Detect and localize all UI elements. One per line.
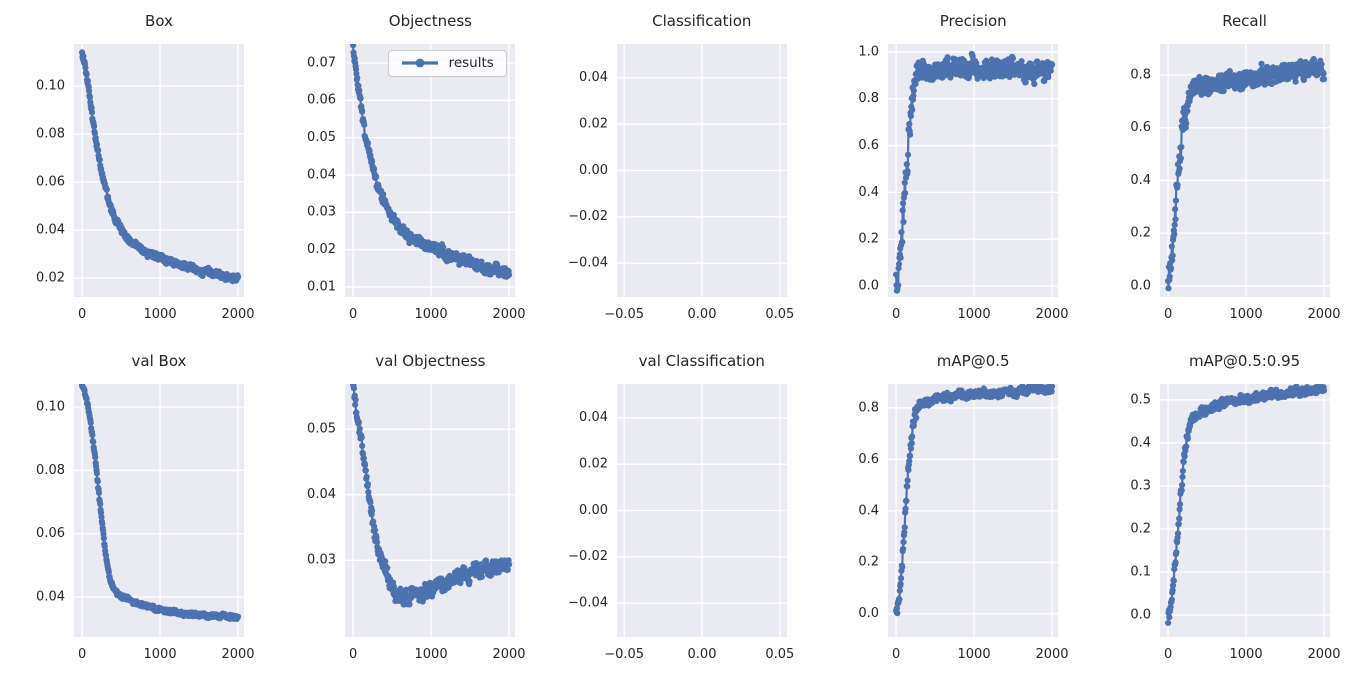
legend: results [387, 50, 507, 77]
subplot-recall: Recall [1085, 0, 1357, 340]
map50-chart-canvas [814, 339, 1086, 679]
subplot-classification: Classification [542, 0, 815, 340]
map50-95-chart-canvas [1085, 339, 1357, 679]
classification-loss-chart-canvas [542, 0, 815, 339]
box-loss-chart-canvas [0, 0, 272, 339]
precision-chart-canvas [814, 0, 1086, 339]
legend-label: results [448, 55, 494, 71]
val-objectness-loss-chart-canvas [271, 339, 543, 679]
subplot-val-box: val Box [0, 339, 272, 679]
subplot-box: Box [0, 0, 272, 340]
subplot-map50-95: mAP@0.5:0.95 [1085, 339, 1357, 679]
subplot-val-classification: val Classification [542, 339, 815, 679]
val-box-loss-chart-canvas [0, 339, 272, 679]
val-classification-loss-chart-canvas [542, 339, 815, 679]
subplot-val-objectness: val Objectness [271, 339, 543, 679]
subplot-objectness: Objectness results [271, 0, 543, 340]
legend-line-marker-icon [401, 58, 438, 68]
subplot-precision: Precision [814, 0, 1086, 340]
recall-chart-canvas [1085, 0, 1357, 339]
subplot-map50: mAP@0.5 [814, 339, 1086, 679]
